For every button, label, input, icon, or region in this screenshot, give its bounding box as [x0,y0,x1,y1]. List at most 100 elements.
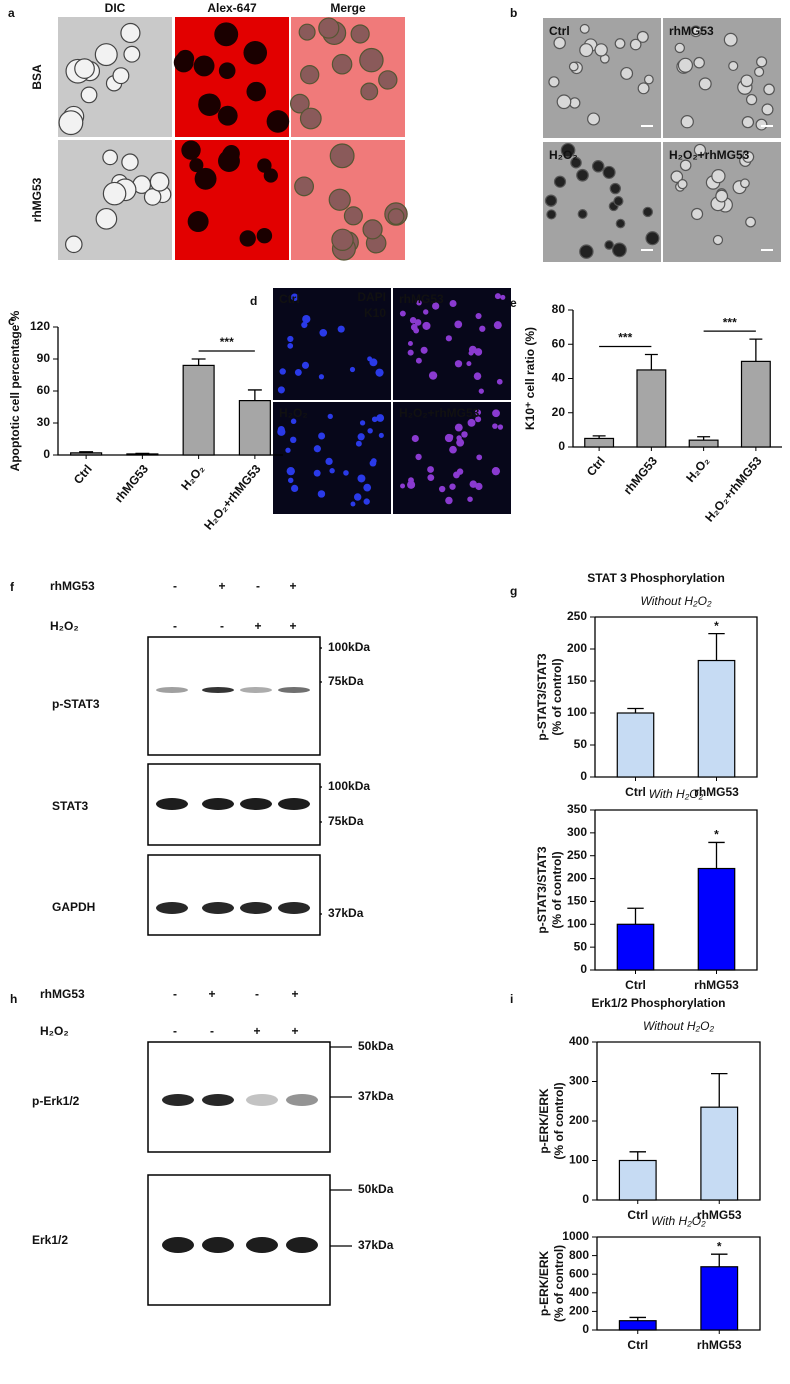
cell [456,435,462,441]
error-bar [79,451,94,453]
cell [670,170,684,183]
cell [712,234,724,246]
cell [331,228,354,251]
panel-letter: i [510,992,513,1006]
cell [371,416,378,423]
band [240,902,272,914]
y-tick-label: 150 [567,673,587,687]
cell [194,167,217,190]
treatment-label: rhMG53 [40,987,85,1001]
treatment-sign: + [208,987,215,1001]
y-tick-label: 300 [567,825,587,839]
column-header: DIC [105,1,126,15]
cell [222,145,240,164]
y-tick-label: 30 [37,415,51,429]
x-tick-label: H₂O₂ [683,454,712,485]
y-tick-label: 200 [567,641,587,655]
y-tick-label: 250 [567,848,587,862]
cell [407,349,414,356]
cell [413,327,420,334]
cell [615,218,626,229]
chart-title: STAT 3 Phosphorylation [587,571,725,585]
bar [70,452,103,456]
cell [277,427,286,436]
cell [343,470,349,476]
cell [198,93,221,117]
cell [359,420,366,426]
cell [299,107,322,130]
y-tick-label: 60 [552,336,566,350]
cell [287,477,294,484]
cell [449,300,457,308]
cell [363,498,370,505]
cell [467,496,473,502]
panel-letter: f [10,580,15,594]
cell [112,67,130,85]
cell [353,493,362,501]
cell [496,378,503,385]
y-tick-label: 0 [43,447,50,461]
cell [407,340,413,346]
cell [491,467,501,476]
cell [420,346,428,354]
marker-label: 100kDa [328,640,370,654]
cell [445,496,453,505]
treatment-sign: + [291,987,298,1001]
marker-label: 37kDa [358,1238,394,1252]
y-tick-label: 200 [567,871,587,885]
bar [584,437,615,448]
panel-letter: c [8,314,15,328]
cell [387,208,405,225]
bar [618,1320,657,1331]
cell [143,188,162,206]
cell [492,423,498,429]
cell [416,300,422,306]
y-tick-label: 20 [552,405,566,419]
cell [620,66,634,80]
annotation: * [717,1239,722,1253]
band [202,1237,234,1253]
cell [629,38,642,51]
annotation: * [714,828,719,842]
error-bar [697,436,711,441]
y-tick-label: 0 [582,1192,589,1206]
treatment-sign: + [254,619,261,633]
cell [287,343,294,349]
cell [553,36,566,50]
x-tick-label: rhMG53 [621,454,661,497]
cell [400,483,406,489]
treatment-sign: - [210,1024,214,1038]
cell [591,160,605,173]
cell [553,175,567,188]
cell [568,61,579,72]
cell [187,211,209,233]
cell [290,418,297,425]
bar [182,364,215,456]
band [286,1094,318,1106]
cell [761,103,774,116]
y-tick-label: 150 [567,894,587,908]
cell [243,40,268,65]
cell [715,189,729,203]
image-label: H₂O₂ [279,406,308,420]
cell [217,105,238,126]
cell [257,158,272,173]
annotation: *** [723,315,737,329]
cell [579,43,594,58]
cell [279,368,286,375]
treatment-sign: - [220,619,224,633]
cell [239,230,256,247]
x-tick-label: rhMG53 [697,1338,742,1352]
cell [415,357,422,364]
cell [432,302,440,310]
error-bar [247,389,262,401]
y-tick-label: 0 [580,962,587,976]
cell [378,432,384,438]
cell [301,321,308,329]
cell [602,165,616,179]
cell [102,181,127,206]
cell [690,207,704,221]
band [156,687,188,693]
cell [453,471,460,479]
cell [494,293,501,300]
